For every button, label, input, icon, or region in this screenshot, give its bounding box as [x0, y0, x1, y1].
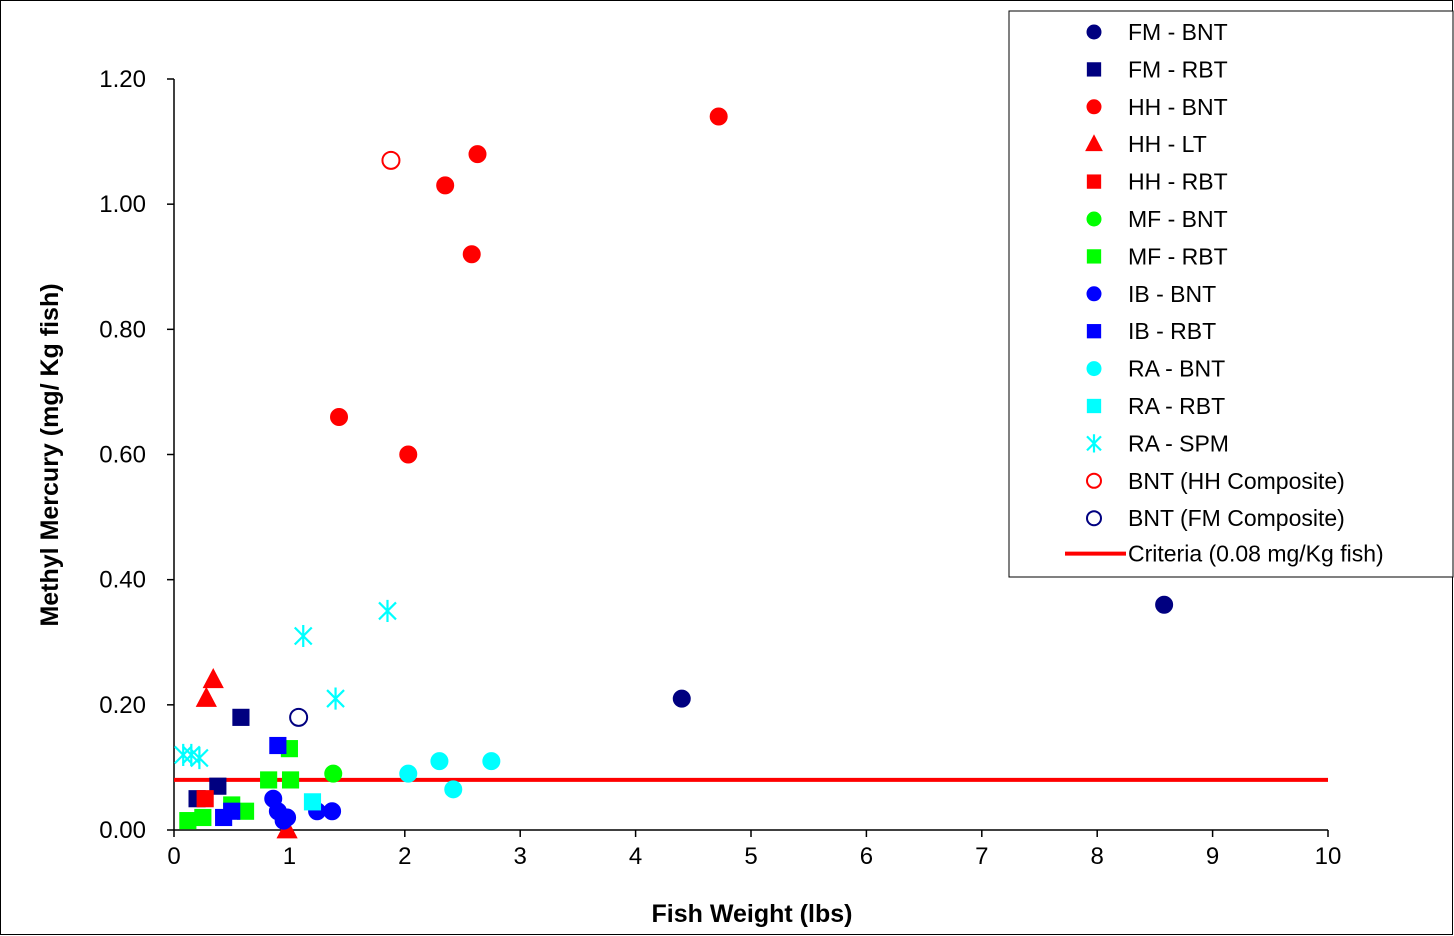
- x-tick-label: 8: [1091, 843, 1104, 870]
- series-9: [399, 752, 501, 799]
- legend-label: MF - BNT: [1128, 206, 1228, 232]
- series-0: [672, 595, 1174, 708]
- series-10: [303, 793, 322, 811]
- data-point: [202, 667, 224, 689]
- legend-box: [1008, 10, 1454, 578]
- y-tick-label: 0.60: [99, 442, 146, 469]
- x-tick-label: 6: [860, 843, 873, 870]
- y-axis-title: Methyl Mercury (mg/ Kg fish): [36, 283, 64, 626]
- series-8: [215, 736, 287, 827]
- data-point: [281, 771, 300, 789]
- data-point: [196, 790, 214, 808]
- series-12: [381, 150, 401, 170]
- legend-label: Criteria (0.08 mg/Kg fish): [1128, 541, 1384, 567]
- data-point: [260, 771, 278, 789]
- legend-label: IB - RBT: [1128, 318, 1216, 344]
- series-7: [264, 789, 342, 830]
- data-point: [232, 708, 250, 726]
- x-tick-label: 2: [398, 843, 411, 870]
- data-point: [399, 445, 418, 464]
- data-point: [330, 407, 349, 426]
- legend-marker: [1086, 286, 1102, 302]
- legend-marker: [1086, 174, 1102, 189]
- series-5: [324, 764, 343, 783]
- legend-label: RA - RBT: [1128, 393, 1225, 419]
- legend-marker: [1086, 62, 1102, 77]
- legend-label: RA - BNT: [1128, 356, 1225, 382]
- data-point: [194, 808, 212, 827]
- legend: FM - BNT FM - RBT HH - BNT HH - LT HH - RBT M…: [1008, 10, 1454, 578]
- legend-label: BNT (FM Composite): [1128, 505, 1345, 531]
- y-tick-label: 0.80: [99, 316, 146, 343]
- legend-label: HH - LT: [1128, 131, 1207, 157]
- legend-label: FM - BNT: [1128, 19, 1228, 45]
- legend-marker: [1086, 211, 1102, 227]
- series-11: [173, 599, 397, 770]
- y-tick-label: 1.20: [99, 66, 146, 93]
- data-point: [269, 736, 287, 755]
- x-tick-label: 1: [283, 843, 296, 870]
- legend-label: IB - BNT: [1128, 281, 1216, 307]
- y-tick-label: 0.20: [99, 692, 146, 719]
- legend-marker: [1086, 24, 1102, 40]
- x-tick-label: 5: [744, 843, 757, 870]
- legend-label: HH - RBT: [1128, 169, 1228, 195]
- y-tick-label: 0.40: [99, 567, 146, 594]
- series-4: [196, 790, 214, 808]
- x-tick-label: 0: [167, 843, 180, 870]
- legend-label: MF - RBT: [1128, 243, 1228, 269]
- legend-label: HH - BNT: [1128, 94, 1228, 120]
- legend-label: FM - RBT: [1128, 56, 1228, 82]
- legend-marker: [1086, 99, 1102, 115]
- data-point: [381, 150, 401, 170]
- data-point: [190, 746, 209, 770]
- y-tick-label: 1.00: [99, 191, 146, 218]
- data-point: [444, 780, 463, 799]
- legend-marker: [1086, 361, 1102, 377]
- x-axis-title: Fish Weight (lbs): [652, 900, 853, 928]
- series-2: [330, 107, 728, 464]
- data-point: [399, 764, 418, 783]
- legend-label: RA - SPM: [1128, 430, 1229, 456]
- x-tick-label: 9: [1206, 843, 1219, 870]
- data-point: [209, 777, 227, 795]
- legend-marker: [1086, 472, 1102, 489]
- data-point: [468, 145, 487, 164]
- data-point: [323, 802, 342, 821]
- data-point: [179, 812, 197, 830]
- legend-marker: [1085, 134, 1103, 152]
- data-point: [326, 687, 345, 710]
- legend-marker: [1086, 510, 1102, 527]
- data-point: [430, 752, 449, 771]
- data-point: [482, 752, 501, 771]
- legend-label: BNT (HH Composite): [1128, 468, 1345, 494]
- x-tick-label: 4: [629, 843, 642, 870]
- data-point: [378, 599, 397, 623]
- legend-marker: [1086, 324, 1102, 339]
- data-point: [223, 802, 241, 820]
- plot-area: 0 1 2 3 4 5 6 7 8 9 10 0.00 0.20 0.40 0.60 0.80 1.00 1.20: [99, 66, 1341, 870]
- data-point: [672, 689, 691, 708]
- data-point: [709, 107, 728, 126]
- data-point: [289, 707, 309, 727]
- x-tick-label: 7: [975, 843, 988, 870]
- data-point: [462, 245, 481, 264]
- data-point: [195, 686, 217, 707]
- x-tick-label: 10: [1315, 843, 1342, 870]
- data-point: [1155, 595, 1174, 614]
- data-point: [324, 764, 343, 783]
- legend-marker: [1086, 434, 1102, 453]
- legend-marker: [1086, 398, 1102, 414]
- data-point: [436, 176, 455, 195]
- y-tick-label: 0.00: [99, 817, 146, 844]
- data-point: [303, 793, 322, 811]
- data-point: [278, 808, 297, 827]
- series-13: [289, 707, 309, 727]
- legend-marker: [1086, 249, 1102, 264]
- x-tick-label: 3: [514, 843, 527, 870]
- data-point: [293, 624, 313, 648]
